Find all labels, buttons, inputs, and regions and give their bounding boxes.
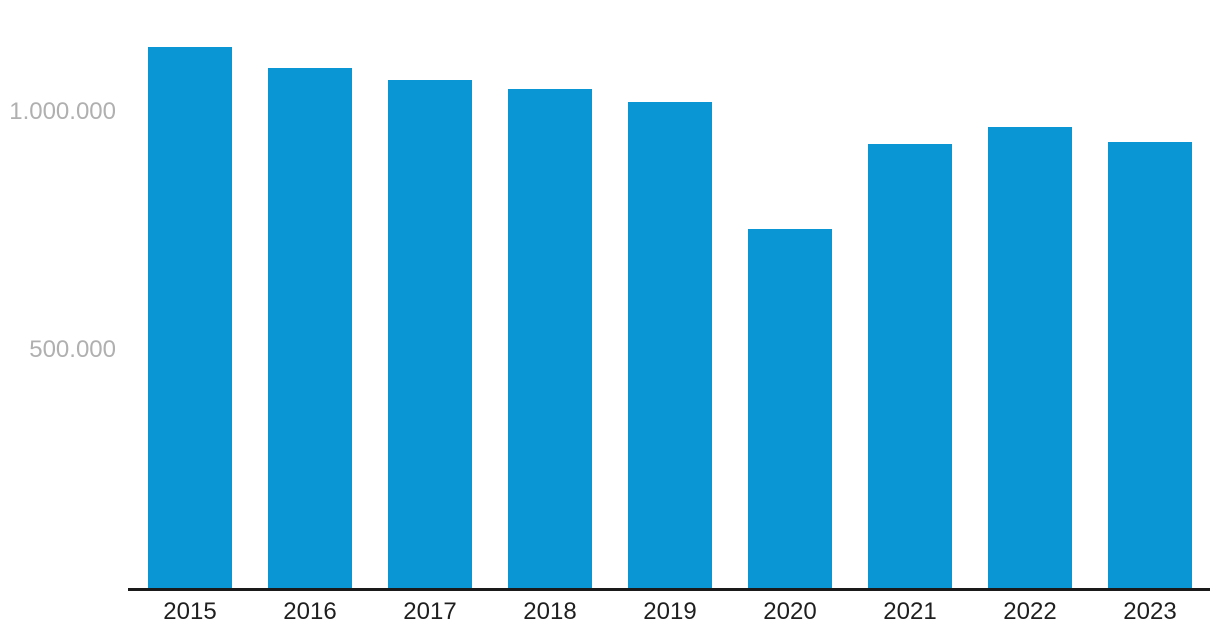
bar-2018[interactable]: [508, 89, 592, 588]
bar-2020[interactable]: [748, 229, 832, 588]
bar-2022[interactable]: [988, 127, 1072, 588]
bar-2016[interactable]: [268, 68, 352, 588]
x-tick-label: 2022: [1003, 598, 1057, 625]
y-tick-label: 1.000.000: [9, 98, 116, 125]
y-tick-label: 500.000: [29, 336, 116, 363]
x-tick-label: 2017: [403, 598, 457, 625]
x-tick-label: 2023: [1123, 598, 1177, 625]
x-tick-label: 2019: [643, 598, 697, 625]
bar-2017[interactable]: [388, 80, 472, 588]
bar-2021[interactable]: [868, 144, 952, 588]
x-tick-label: 2018: [523, 598, 577, 625]
x-tick-label: 2015: [163, 598, 217, 625]
x-tick-label: 2016: [283, 598, 337, 625]
x-tick-label: 2020: [763, 598, 817, 625]
bar-2015[interactable]: [148, 47, 232, 588]
bar-2019[interactable]: [628, 102, 712, 588]
x-axis-line: [128, 588, 1210, 591]
x-tick-label: 2021: [883, 598, 937, 625]
bar-2023[interactable]: [1108, 142, 1192, 588]
